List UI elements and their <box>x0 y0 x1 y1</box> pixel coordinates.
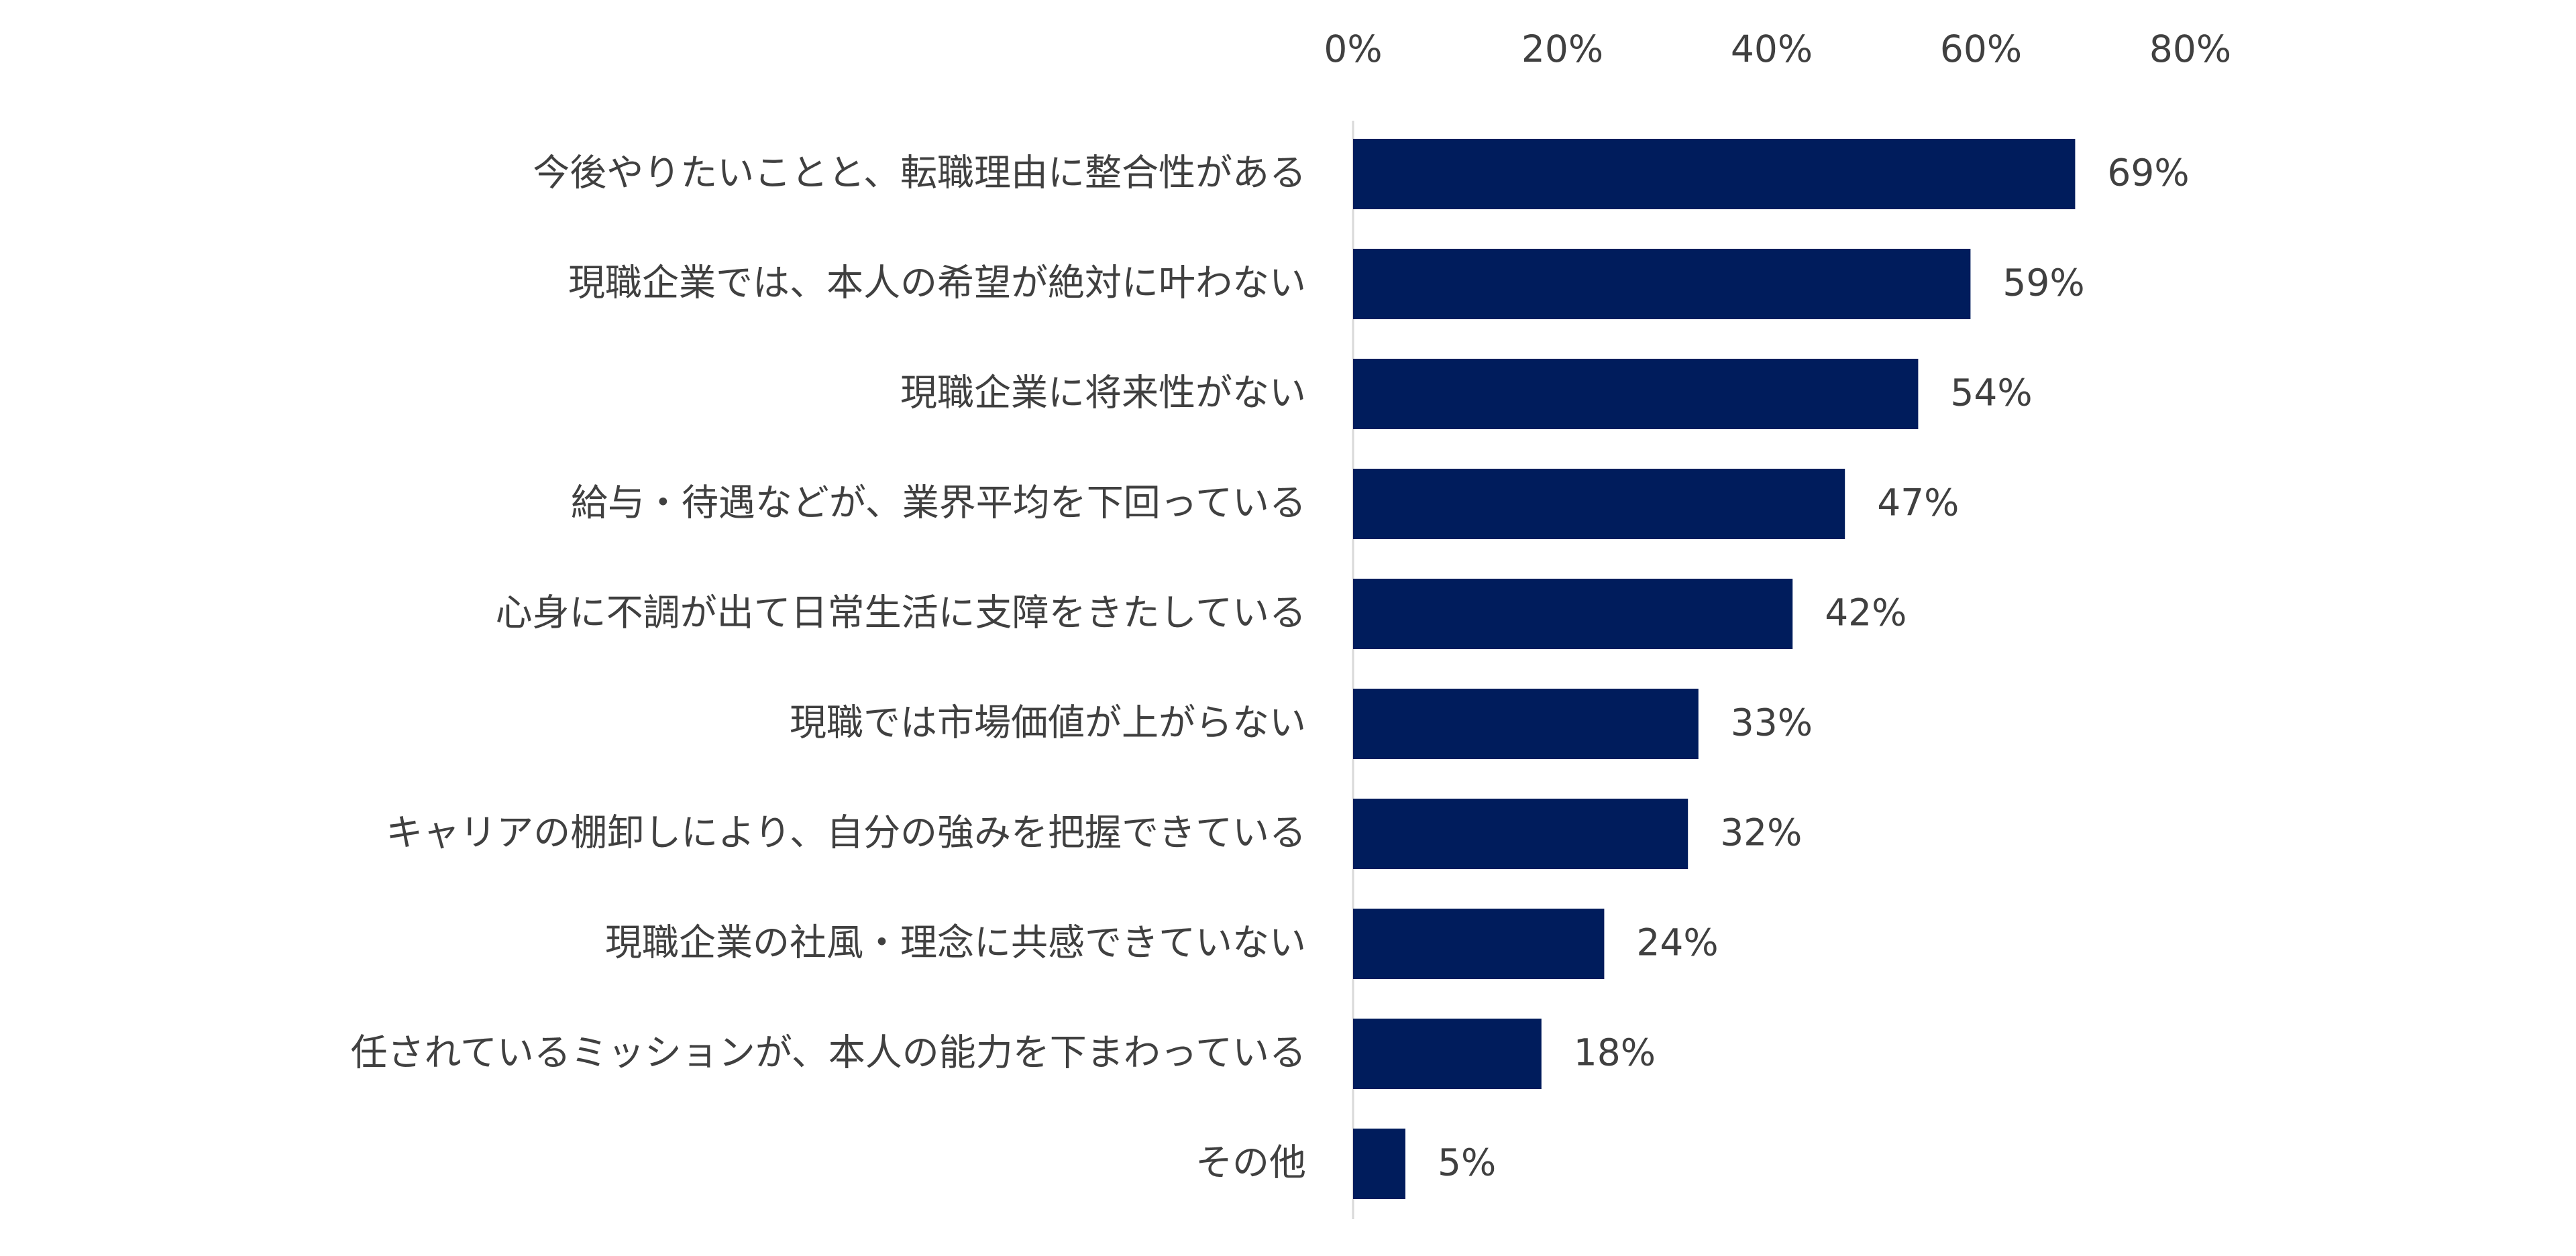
category-label: 現職企業の社風・理念に共感できていない <box>605 921 1306 964</box>
category-label: 現職企業に将来性がない <box>900 372 1306 414</box>
data-label: 69% <box>2107 152 2189 194</box>
bars <box>1353 139 2076 1199</box>
data-label: 33% <box>1731 701 1813 744</box>
category-label: キャリアの棚卸しにより、自分の強みを把握できている <box>386 811 1306 854</box>
bar <box>1353 359 1919 429</box>
data-label: 42% <box>1825 591 1907 634</box>
bar <box>1353 579 1793 649</box>
category-label: 今後やりたいことと、転職理由に整合性がある <box>533 152 1306 194</box>
bar <box>1353 1019 1542 1089</box>
x-tick-label: 80% <box>2149 27 2231 70</box>
x-tick-label: 60% <box>1940 27 2022 70</box>
data-labels: 69% 59% 54% 47% 42% 33% 32% 24% 18% 5% <box>1438 152 2190 1184</box>
x-axis-ticks: 0% 20% 40% 60% 80% <box>1324 27 2231 70</box>
bar <box>1353 799 1688 869</box>
data-label: 24% <box>1636 921 1718 964</box>
data-label: 5% <box>1438 1141 1496 1184</box>
bar <box>1353 139 2076 209</box>
data-label: 47% <box>1877 481 1959 524</box>
data-label: 54% <box>1950 372 2032 414</box>
category-labels: 今後やりたいことと、転職理由に整合性がある現職企業では、本人の希望が絶対に叶わな… <box>350 152 1306 1184</box>
data-label: 18% <box>1574 1031 1656 1074</box>
bar <box>1353 689 1699 759</box>
category-label: 現職では市場価値が上がらない <box>790 701 1306 744</box>
bar <box>1353 909 1605 979</box>
data-label: 32% <box>1720 811 1802 854</box>
category-label: 現職企業では、本人の希望が絶対に叶わない <box>568 262 1306 304</box>
bar <box>1353 1129 1405 1199</box>
x-tick-label: 40% <box>1731 27 1813 70</box>
category-label: 心身に不調が出て日常生活に支障をきたしている <box>496 591 1306 634</box>
category-label: その他 <box>1195 1141 1306 1184</box>
data-label: 59% <box>2002 262 2084 304</box>
category-label: 給与・待遇などが、業界平均を下回っている <box>571 481 1306 524</box>
bar <box>1353 249 1971 319</box>
x-tick-label: 20% <box>1521 27 1603 70</box>
x-tick-label: 0% <box>1324 27 1382 70</box>
bar <box>1353 469 1845 539</box>
category-label: 任されているミッションが、本人の能力を下まわっている <box>350 1031 1306 1074</box>
